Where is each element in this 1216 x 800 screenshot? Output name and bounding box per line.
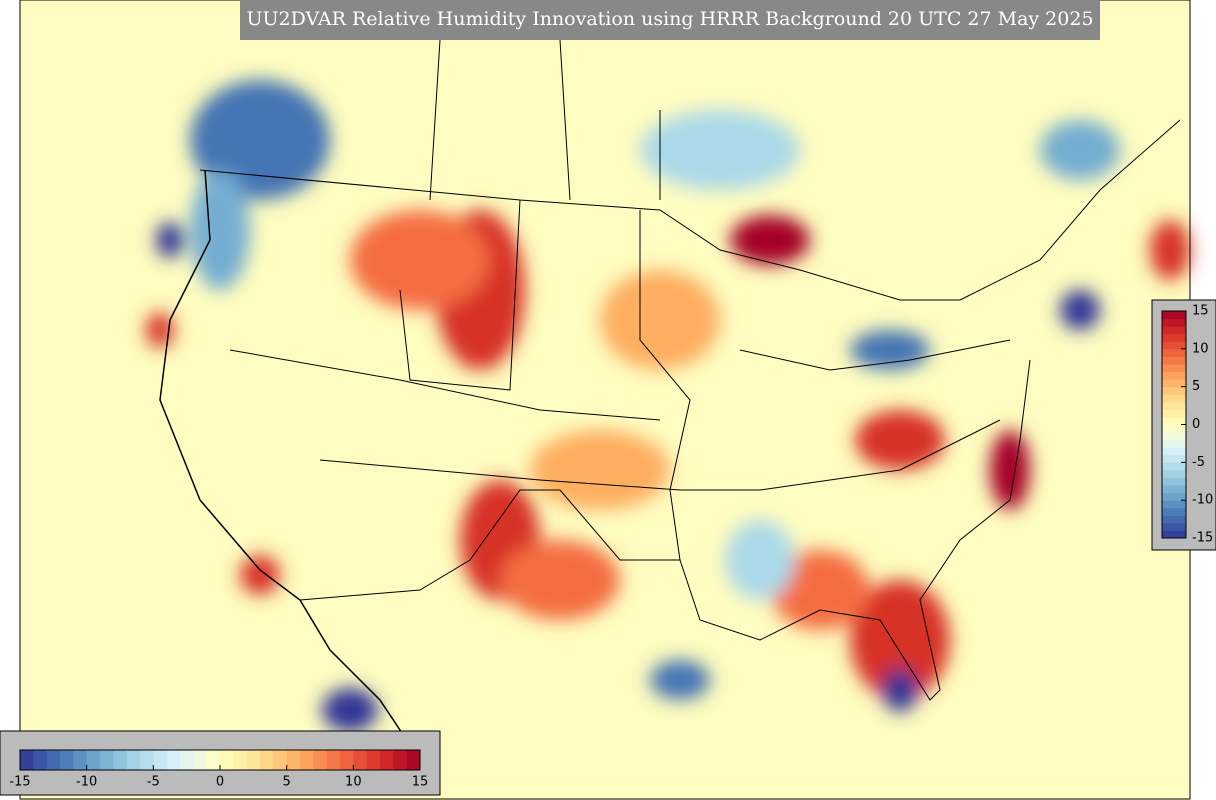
tick-label: -15 [1192, 531, 1213, 546]
tick-label: -10 [1192, 493, 1213, 508]
tick-label: 5 [1192, 379, 1200, 394]
colorbar-segment [1162, 318, 1186, 327]
colorbar-segment [1162, 454, 1186, 463]
colorbar-segment [1162, 447, 1186, 456]
title-box [240, 0, 1100, 40]
colorbar-segment [1162, 485, 1186, 494]
colorbar-segment [353, 750, 368, 770]
tick-label: -15 [9, 775, 30, 790]
colorbar-segment [1162, 416, 1186, 425]
colorbar-segment [1162, 515, 1186, 524]
colorbar-segment [1162, 379, 1186, 388]
colorbar-segment [33, 750, 48, 770]
colorbar-segment [126, 750, 141, 770]
colorbar-segment [340, 750, 354, 770]
tick-label: 15 [412, 775, 429, 790]
colorbar-segment [1162, 469, 1186, 478]
colorbar-segment [1162, 341, 1186, 350]
colorbar-segment [1162, 439, 1186, 448]
tick-label: -5 [147, 775, 160, 790]
colorbar-segment [193, 750, 208, 770]
colorbar-segment [166, 750, 181, 770]
tick-label: -10 [76, 775, 97, 790]
colorbar-segment [100, 750, 114, 770]
colorbar-segment [1162, 409, 1186, 418]
colorbar-segment [206, 750, 221, 770]
tick-label: -5 [1192, 455, 1205, 470]
tick-label: 5 [283, 775, 291, 790]
colorbar-segment [326, 750, 341, 770]
colorbar-segment [1162, 356, 1186, 365]
colorbar-segment [140, 750, 154, 770]
colorbar-segment [1162, 462, 1186, 471]
colorbar-segment [1162, 522, 1186, 531]
colorbar-segment [1162, 424, 1186, 433]
colorbar-segment [1162, 432, 1186, 441]
colorbar-segment [60, 750, 74, 770]
colorbar-segment [1162, 348, 1186, 357]
colorbar-segment [1162, 311, 1186, 320]
colorbar-segment [86, 750, 101, 770]
colorbar-segment [180, 750, 194, 770]
colorbar-segment [1162, 326, 1186, 335]
colorbar-segment [246, 750, 261, 770]
tick-label: 10 [345, 775, 362, 790]
colorbar-segment [313, 750, 328, 770]
tick-label: 15 [1192, 304, 1209, 319]
colorbar-segment [1162, 333, 1186, 342]
tick-label: 0 [1192, 417, 1200, 432]
boundaries [159, 39, 1181, 761]
colorbars: 15 10 5 0 -5 -10 -15 -15 -10 -5 0 5 10 15 [9, 304, 1213, 790]
tick-label: 10 [1192, 341, 1209, 356]
colorbar-segment [1162, 530, 1186, 539]
colorbar-segment [1162, 500, 1186, 509]
colorbar-segment [260, 750, 274, 770]
colorbar-segment [380, 750, 394, 770]
colorbar-segment [366, 750, 381, 770]
colorbar-segment [286, 750, 301, 770]
colorbar-segment [273, 750, 288, 770]
colorbar-segment [153, 750, 168, 770]
colorbar-segment [1162, 507, 1186, 516]
map-title: UU2DVAR Relative Humidity Innovation usi… [246, 8, 1093, 30]
humidity-field [146, 80, 1190, 732]
colorbar-segment [220, 750, 234, 770]
colorbar-segment [1162, 363, 1186, 373]
colorbar-segment [20, 750, 34, 770]
colorbar-segment [73, 750, 88, 770]
colorbar-segment [393, 750, 408, 770]
colorbar-segment [233, 750, 248, 770]
colorbar-segment [113, 750, 128, 770]
colorbar-segment [46, 750, 61, 770]
colorbar-segment [1162, 401, 1186, 410]
colorbar-segment [1162, 386, 1186, 395]
colorbar-segment [1162, 371, 1186, 380]
colorbar-segment [406, 750, 421, 770]
colorbar-segment [300, 750, 314, 770]
tick-label: 0 [216, 775, 224, 790]
colorbar-segment [1162, 492, 1186, 501]
colorbar-segment [1162, 394, 1186, 403]
colorbar-segment [1162, 477, 1186, 486]
